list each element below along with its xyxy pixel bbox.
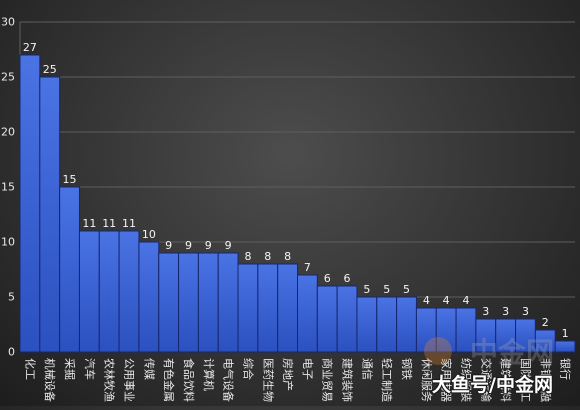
data-label: 25 <box>43 63 57 76</box>
category-label: 通信 <box>360 358 373 380</box>
bar <box>356 296 378 353</box>
category-label: 电气设备 <box>222 358 236 402</box>
category-label: 房地产 <box>281 358 295 391</box>
data-label: 8 <box>244 250 251 263</box>
data-label: 4 <box>462 294 469 307</box>
data-label: 8 <box>284 250 291 263</box>
y-tick-label: 0 <box>8 346 15 359</box>
data-label: 11 <box>122 217 136 230</box>
bar <box>78 230 100 353</box>
data-label: 4 <box>423 294 430 307</box>
bar <box>277 263 298 353</box>
category-label: 国防军工 <box>519 358 533 402</box>
category-label: 建筑装饰 <box>341 358 355 402</box>
bar <box>39 76 61 353</box>
data-label: 6 <box>344 272 351 285</box>
y-tick-label: 15 <box>1 181 15 194</box>
bar <box>376 296 398 353</box>
watermark-logo-text: 中金网 <box>470 336 554 369</box>
category-label: 电子 <box>301 358 314 380</box>
data-label: 2 <box>542 316 549 329</box>
y-tick-label: 10 <box>1 236 15 249</box>
data-label: 9 <box>225 239 232 252</box>
data-label: 5 <box>383 283 390 296</box>
data-label: 9 <box>165 239 172 252</box>
category-label: 化工 <box>23 358 37 380</box>
category-label: 商业贸易 <box>321 358 335 402</box>
data-label: 11 <box>102 217 116 230</box>
category-label: 建筑材料 <box>499 358 513 402</box>
bar <box>178 252 199 353</box>
category-label: 食品饮料 <box>182 358 196 402</box>
watermark-logo: 中金网 <box>424 336 554 369</box>
category-label: 交通运输 <box>479 358 493 402</box>
bar <box>19 54 41 353</box>
category-label: 机械设备 <box>43 358 57 402</box>
category-label: 医药生物 <box>261 358 275 402</box>
category-label: 采掘 <box>63 358 77 380</box>
y-tick-label: 25 <box>1 71 15 84</box>
data-label: 3 <box>502 305 509 318</box>
category-label: 传媒 <box>142 358 155 380</box>
category-label: 纺织服装 <box>459 358 473 402</box>
category-label: 农林牧渔 <box>103 358 117 402</box>
bar <box>257 263 279 353</box>
data-label: 3 <box>522 305 529 318</box>
data-label: 11 <box>82 217 96 230</box>
data-label: 3 <box>482 305 489 318</box>
bars <box>19 54 576 353</box>
category-label: 计算机 <box>202 358 216 391</box>
data-label: 7 <box>304 261 311 274</box>
category-label: 非银金融 <box>539 358 553 402</box>
category-label: 有色金属 <box>162 358 176 402</box>
category-label: 轻工制造 <box>380 358 394 402</box>
watermark-text: 大鱼号/中金网 <box>432 373 553 396</box>
data-label: 5 <box>363 283 370 296</box>
bar <box>396 296 417 353</box>
category-label: 银行 <box>559 358 573 380</box>
category-label: 钢铁 <box>400 358 413 380</box>
bar <box>336 285 358 353</box>
bar <box>297 274 318 353</box>
category-label: 汽车 <box>83 358 97 380</box>
bar <box>316 285 338 353</box>
data-label: 9 <box>205 239 212 252</box>
data-label: 5 <box>403 283 410 296</box>
bar <box>158 252 180 353</box>
bar <box>59 186 80 353</box>
bar <box>217 252 239 353</box>
y-tick-label: 20 <box>1 126 15 139</box>
bar <box>118 230 140 353</box>
y-axis-ticks: 0 5 10 15 20 25 30 <box>1 16 15 359</box>
data-label: 10 <box>142 228 156 241</box>
bar <box>98 230 120 353</box>
data-label: 6 <box>324 272 331 285</box>
category-label: 公用事业 <box>123 358 136 402</box>
data-label: 9 <box>185 239 192 252</box>
watermark-logo-circle <box>424 337 452 365</box>
bar <box>237 263 259 353</box>
data-label: 4 <box>443 294 450 307</box>
data-label: 27 <box>23 41 37 54</box>
data-label: 15 <box>63 173 77 186</box>
category-label: 休闲服务 <box>420 358 434 402</box>
data-label: 1 <box>562 327 569 340</box>
category-label: 家用电器 <box>440 358 454 402</box>
category-label: 综合 <box>241 358 255 380</box>
data-label: 8 <box>264 250 271 263</box>
bar <box>554 340 576 353</box>
x-axis-labels: 化工 机械设备 采掘 汽车 农林牧渔 公用事业 传媒 有色金属 食品饮料 计算机 电气设备 综合 医药生… <box>23 358 572 402</box>
bar <box>197 252 219 353</box>
y-tick-label: 5 <box>8 291 15 304</box>
y-tick-label: 30 <box>1 16 15 29</box>
bar <box>138 241 160 353</box>
